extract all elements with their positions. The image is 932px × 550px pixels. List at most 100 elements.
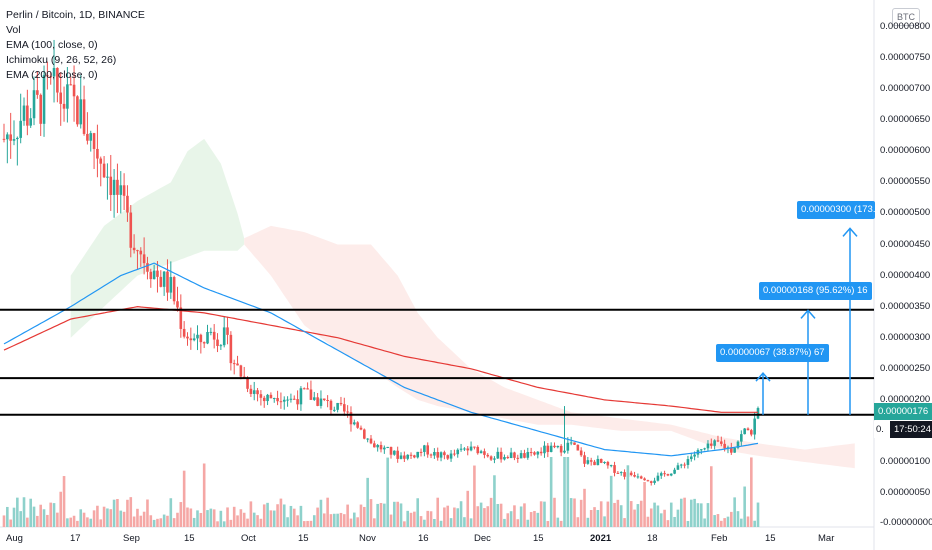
volume-bar: [289, 505, 293, 527]
volume-bar: [436, 497, 440, 527]
candle-body: [549, 445, 553, 452]
candle-body: [506, 457, 510, 459]
volume-bar: [443, 507, 446, 527]
candle-body: [536, 451, 540, 455]
candle-body: [750, 430, 753, 435]
volume-bar: [272, 510, 276, 527]
candle-body: [373, 443, 376, 448]
range-callout-3[interactable]: 0.00000300 (173.28%: [797, 201, 875, 219]
candle-body: [316, 397, 319, 406]
candle-body: [576, 444, 580, 451]
candle-body: [469, 446, 473, 451]
legend-symbol-title[interactable]: Perlin / Bitcoin, 1D, BINANCE: [6, 9, 145, 21]
legend-ema100[interactable]: EMA (100, close, 0): [6, 39, 98, 51]
volume-bar: [606, 501, 610, 527]
candle-body: [262, 397, 266, 402]
volume-bar: [646, 516, 650, 527]
volume-bar: [683, 497, 686, 527]
candle-body: [553, 445, 556, 448]
candle-body: [326, 399, 329, 401]
candle-body: [539, 451, 543, 454]
volume-bar: [122, 511, 126, 527]
price-axis-label: 0.00000500: [880, 207, 931, 219]
candle-body: [92, 133, 96, 149]
legend-ichimoku[interactable]: Ichimoku (9, 26, 52, 26): [6, 54, 117, 66]
candle-body: [376, 445, 379, 448]
range-arrow-head: [842, 227, 858, 237]
candle-body: [516, 457, 520, 459]
candle-body: [639, 476, 643, 479]
volume-bar: [369, 499, 373, 527]
volume-bar: [259, 518, 263, 527]
legend-ema200[interactable]: EMA (200, close, 0): [6, 69, 98, 81]
volume-bar: [142, 511, 146, 527]
legend-vol[interactable]: Vol: [6, 24, 21, 36]
range-callout-1[interactable]: 0.00000067 (38.87%) 67: [716, 344, 829, 362]
candle-body: [573, 442, 576, 445]
candle-body: [636, 476, 640, 478]
candle-body: [62, 103, 66, 109]
volume-bar: [329, 514, 333, 527]
volume-bar: [269, 510, 273, 527]
candle-body: [509, 452, 513, 459]
chart-legend: Perlin / Bitcoin, 1D, BINANCE Vol EMA (1…: [6, 8, 145, 83]
candle-body: [162, 271, 166, 287]
candle-body: [716, 440, 720, 442]
volume-bar: [222, 521, 226, 527]
candle-body: [606, 461, 610, 466]
candle-body: [286, 399, 289, 401]
candle-body: [703, 448, 706, 450]
volume-bar: [653, 502, 656, 527]
volume-bar: [66, 518, 69, 527]
candle-body: [556, 445, 560, 448]
candle-body: [292, 398, 296, 400]
candle-body: [746, 428, 750, 431]
candle-body: [169, 277, 173, 293]
date-axis-label: Feb: [711, 533, 728, 544]
volume-bar: [232, 506, 236, 527]
ema100-line: [3, 262, 759, 457]
candle-body: [46, 75, 49, 77]
candle-body: [476, 446, 480, 454]
candle-body: [446, 455, 450, 459]
candle-body: [216, 339, 219, 346]
candle-body: [206, 332, 209, 344]
date-axis-label: Oct: [241, 533, 256, 544]
volume-bar: [196, 510, 199, 527]
candle-body: [56, 67, 59, 93]
volume-bar: [463, 517, 466, 527]
candle-body: [533, 452, 536, 455]
volume-bar: [299, 505, 303, 527]
volume-bar: [219, 510, 223, 527]
candle-body: [699, 449, 703, 451]
volume-bar: [112, 499, 116, 527]
volume-bar: [533, 510, 536, 527]
volume-bar: [109, 509, 113, 527]
candle-body: [336, 402, 339, 410]
volume-bar: [716, 514, 720, 527]
candle-body: [366, 438, 369, 440]
volume-bar: [239, 509, 243, 527]
currency-badge[interactable]: BTC: [892, 8, 920, 26]
volume-bar: [82, 512, 86, 527]
volume-bar: [456, 508, 460, 527]
volume-bar: [439, 520, 443, 527]
range-callout-2[interactable]: 0.00000168 (95.62%) 16: [759, 282, 872, 300]
candle-body: [256, 390, 259, 395]
date-axis-label: Aug: [6, 533, 23, 544]
volume-bar: [256, 515, 259, 527]
volume-bar: [326, 497, 329, 527]
volume-bar: [393, 501, 396, 527]
volume-bar: [189, 508, 193, 527]
volume-bar: [292, 508, 296, 527]
volume-bar: [166, 515, 169, 527]
candle-body: [523, 453, 526, 458]
volume-bar: [756, 502, 760, 527]
candle-body: [126, 195, 129, 213]
volume-bar: [356, 517, 359, 527]
volume-bar: [573, 498, 576, 527]
volume-bar: [136, 508, 139, 527]
candle-body: [459, 448, 463, 450]
volume-bar: [126, 499, 129, 527]
